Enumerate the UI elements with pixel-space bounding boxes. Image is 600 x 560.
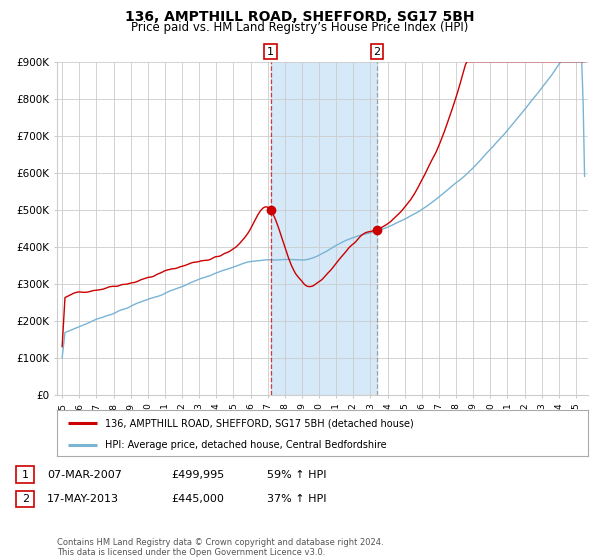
Text: 2: 2: [373, 46, 380, 57]
Text: 07-MAR-2007: 07-MAR-2007: [47, 470, 122, 480]
Text: 136, AMPTHILL ROAD, SHEFFORD, SG17 5BH (detached house): 136, AMPTHILL ROAD, SHEFFORD, SG17 5BH (…: [105, 418, 413, 428]
Text: Price paid vs. HM Land Registry’s House Price Index (HPI): Price paid vs. HM Land Registry’s House …: [131, 21, 469, 34]
Text: HPI: Average price, detached house, Central Bedfordshire: HPI: Average price, detached house, Cent…: [105, 440, 386, 450]
Text: 59% ↑ HPI: 59% ↑ HPI: [267, 470, 326, 480]
Text: 2: 2: [22, 494, 29, 504]
Text: £499,995: £499,995: [171, 470, 224, 480]
Text: 1: 1: [22, 470, 29, 480]
Text: 17-MAY-2013: 17-MAY-2013: [47, 494, 119, 504]
Text: 136, AMPTHILL ROAD, SHEFFORD, SG17 5BH: 136, AMPTHILL ROAD, SHEFFORD, SG17 5BH: [125, 10, 475, 24]
Text: Contains HM Land Registry data © Crown copyright and database right 2024.
This d: Contains HM Land Registry data © Crown c…: [57, 538, 383, 557]
Bar: [271, 62, 377, 395]
Text: 37% ↑ HPI: 37% ↑ HPI: [267, 494, 326, 504]
Text: 1: 1: [267, 46, 274, 57]
Text: £445,000: £445,000: [171, 494, 224, 504]
